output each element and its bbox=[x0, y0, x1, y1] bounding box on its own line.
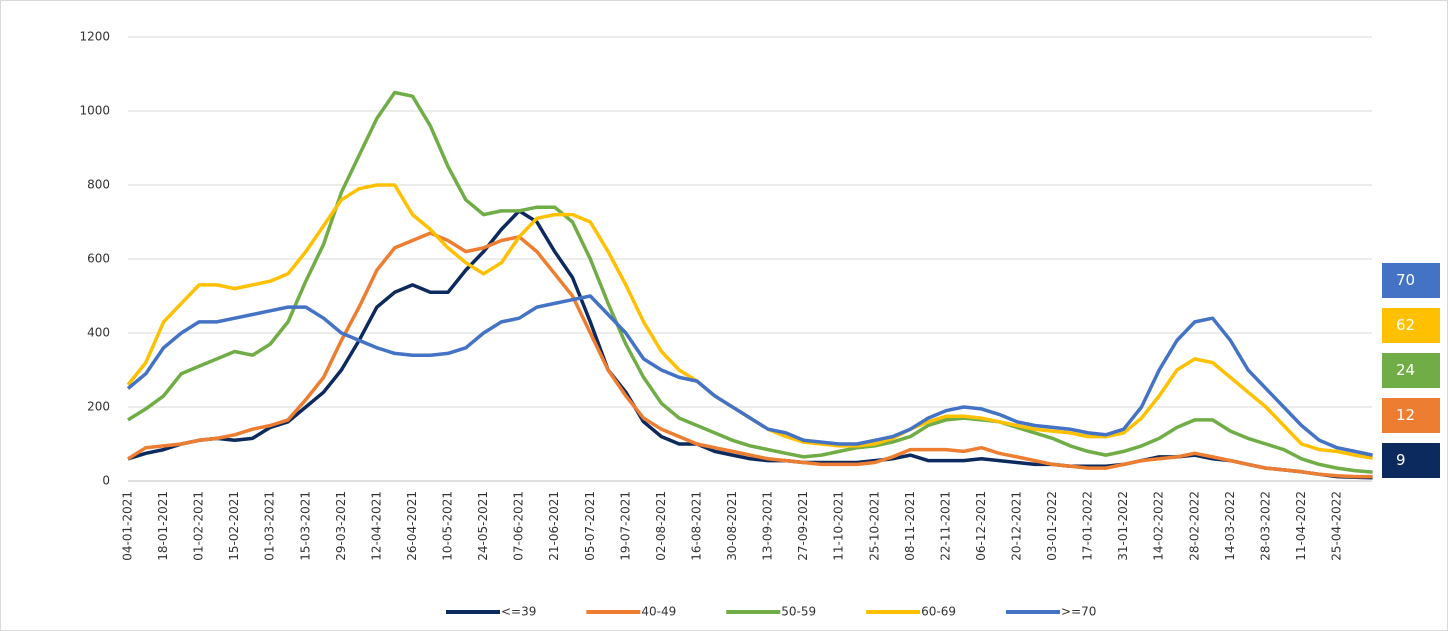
x-tick-label: 05-07-2021 bbox=[583, 491, 597, 561]
x-tick-label: 15-03-2021 bbox=[298, 491, 312, 561]
x-tick-label: 13-09-2021 bbox=[761, 491, 775, 561]
x-tick-label: 02-08-2021 bbox=[654, 491, 668, 561]
x-tick-label: 14-02-2022 bbox=[1152, 491, 1166, 561]
end-value-box bbox=[1382, 263, 1440, 298]
x-tick-label: 01-03-2021 bbox=[263, 491, 277, 561]
x-tick-label: 10-05-2021 bbox=[441, 491, 455, 561]
x-tick-label: 28-02-2022 bbox=[1187, 491, 1201, 561]
x-tick-label: 17-01-2022 bbox=[1081, 491, 1095, 561]
legend-label: 50-59 bbox=[781, 605, 816, 619]
x-tick-label: 27-09-2021 bbox=[796, 491, 810, 561]
x-tick-label: 03-01-2022 bbox=[1045, 491, 1059, 561]
x-tick-label: 11-04-2022 bbox=[1294, 491, 1308, 561]
x-tick-label: 12-04-2021 bbox=[369, 491, 383, 561]
y-tick-label: 1000 bbox=[79, 104, 110, 118]
x-tick-label: 14-03-2022 bbox=[1223, 491, 1237, 561]
y-tick-label: 1200 bbox=[79, 30, 110, 44]
x-tick-label: 26-04-2021 bbox=[405, 491, 419, 561]
x-tick-label: 16-08-2021 bbox=[689, 491, 703, 561]
y-tick-label: 600 bbox=[87, 252, 110, 266]
x-tick-label: 08-11-2021 bbox=[903, 491, 917, 561]
end-value-label: 24 bbox=[1396, 361, 1415, 379]
x-tick-label: 18-01-2021 bbox=[156, 491, 170, 561]
end-value-box bbox=[1382, 398, 1440, 433]
end-value-box bbox=[1382, 308, 1440, 343]
x-tick-label: 11-10-2021 bbox=[832, 491, 846, 561]
x-tick-label: 04-01-2021 bbox=[121, 491, 135, 561]
legend-label: >=70 bbox=[1061, 605, 1096, 619]
y-tick-label: 0 bbox=[102, 474, 110, 488]
x-tick-label: 24-05-2021 bbox=[476, 491, 490, 561]
legend-label: <=39 bbox=[501, 605, 536, 619]
x-tick-label: 19-07-2021 bbox=[618, 491, 632, 561]
x-tick-label: 20-12-2021 bbox=[1010, 491, 1024, 561]
x-tick-label: 07-06-2021 bbox=[512, 491, 526, 561]
end-value-box bbox=[1382, 443, 1440, 478]
x-tick-label: 30-08-2021 bbox=[725, 491, 739, 561]
x-tick-label: 01-02-2021 bbox=[192, 491, 206, 561]
end-value-label: 12 bbox=[1396, 406, 1415, 424]
x-tick-label: 25-10-2021 bbox=[867, 491, 881, 561]
series-line bbox=[126, 294, 1373, 457]
legend-label: 60-69 bbox=[921, 605, 956, 619]
x-tick-label: 21-06-2021 bbox=[547, 491, 561, 561]
y-tick-label: 200 bbox=[87, 400, 110, 414]
x-tick-label: 29-03-2021 bbox=[334, 491, 348, 561]
x-tick-label: 06-12-2021 bbox=[974, 491, 988, 561]
x-tick-label: 15-02-2021 bbox=[227, 491, 241, 561]
x-tick-label: 31-01-2022 bbox=[1116, 491, 1130, 561]
legend-label: 40-49 bbox=[641, 605, 676, 619]
end-value-label: 9 bbox=[1396, 451, 1406, 469]
end-value-label: 62 bbox=[1396, 316, 1415, 334]
series-line bbox=[127, 231, 1373, 479]
end-value-label: 70 bbox=[1396, 271, 1415, 289]
y-tick-label: 800 bbox=[87, 178, 110, 192]
y-tick-label: 400 bbox=[87, 326, 110, 340]
x-tick-label: 25-04-2022 bbox=[1330, 491, 1344, 561]
x-tick-label: 22-11-2021 bbox=[938, 491, 952, 561]
x-tick-label: 28-03-2022 bbox=[1258, 491, 1272, 561]
end-value-box bbox=[1382, 353, 1440, 388]
